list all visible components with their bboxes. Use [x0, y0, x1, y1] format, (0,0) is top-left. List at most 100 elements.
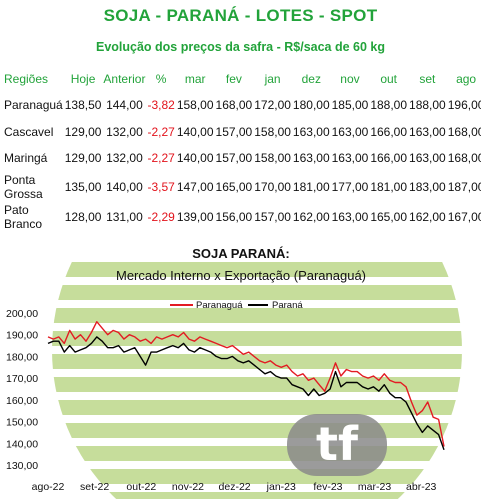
cell-mar: 140,00 [176, 124, 214, 139]
col-header-anterior: Anterior [103, 72, 146, 86]
y-tick-label: 160,00 [6, 395, 38, 407]
price-table: Regiões Hoje Anterior % mar fev jan dez … [0, 66, 481, 232]
cell-anterior: 140,00 [106, 179, 143, 194]
legend-label-parana: Paraná [272, 300, 303, 311]
watermark-stripe [52, 262, 462, 277]
logo-text: tf [316, 417, 359, 471]
col-header-regioes: Regiões [4, 72, 49, 86]
cell-jan: 158,00 [254, 124, 291, 139]
cell-nov: 163,00 [331, 209, 369, 224]
x-tick-label: mar-23 [358, 481, 391, 493]
col-header-hoje: Hoje [70, 72, 96, 86]
cell-dez: 180,00 [292, 98, 330, 113]
cell-fev: 157,00 [215, 124, 253, 139]
cell-percent: -2,27 [147, 124, 175, 139]
col-header-jan: jan [264, 72, 281, 86]
watermark-stripe [52, 308, 462, 323]
chart-legend: Paranaguá Paraná [170, 300, 303, 311]
cell-region: Paranaguá [4, 98, 63, 113]
watermark-stripe [52, 446, 462, 461]
cell-set: 163,00 [409, 151, 446, 166]
cell-out: 166,00 [370, 124, 408, 139]
watermark-stripe [52, 400, 462, 415]
cell-anterior: 144,00 [106, 98, 143, 113]
table-row: Cascavel 129,00 132,00 -2,27 140,00 157,… [0, 119, 481, 146]
cell-anterior: 132,00 [106, 124, 143, 139]
chart-title: SOJA PARANÁ: [192, 246, 290, 261]
cell-set: 183,00 [409, 179, 446, 194]
cell-jan: 158,00 [254, 151, 291, 166]
cell-mar: 158,00 [176, 98, 214, 113]
y-tick-label: 130,00 [6, 460, 38, 472]
col-header-mar: mar [184, 72, 206, 86]
cell-anterior: 131,00 [106, 209, 143, 224]
watermark-stripe [52, 377, 462, 392]
series-line-paranagua [47, 320, 445, 447]
y-tick-label: 140,00 [6, 438, 38, 450]
cell-hoje: 128,00 [64, 209, 102, 224]
x-tick-label: dez-22 [219, 481, 251, 493]
cell-hoje: 135,00 [64, 179, 102, 194]
watermark-stripe [52, 331, 462, 346]
x-tick-label: set-22 [80, 481, 109, 493]
cell-fev: 156,00 [215, 209, 253, 224]
cell-fev: 168,00 [215, 98, 253, 113]
watermark-stripe [52, 285, 462, 300]
cell-mar: 139,00 [176, 209, 214, 224]
cell-dez: 163,00 [292, 151, 330, 166]
table-row: Ponta Grossa 135,00 140,00 -3,57 147,00 … [0, 172, 481, 202]
x-tick-label: ago-22 [32, 481, 65, 493]
y-tick-label: 170,00 [6, 373, 38, 385]
cell-nov: 163,00 [331, 151, 369, 166]
y-tick-label: 200,00 [6, 308, 38, 320]
chart-series [47, 320, 445, 451]
cell-hoje: 129,00 [64, 124, 102, 139]
cell-ago: 187,00 [447, 179, 481, 194]
x-tick-label: out-22 [126, 481, 156, 493]
watermark-stripe [52, 354, 462, 369]
cell-region: Pato Branco [4, 202, 43, 231]
logo-watermark-stripes [52, 262, 462, 499]
series-line-parana [47, 336, 445, 451]
cell-jan: 157,00 [254, 209, 291, 224]
cell-percent: -3,82 [147, 98, 175, 113]
x-tick-label: nov-22 [172, 481, 204, 493]
cell-dez: 163,00 [292, 124, 330, 139]
cell-jan: 172,00 [254, 98, 291, 113]
table-row: Pato Branco 128,00 131,00 -2,29 139,00 1… [0, 202, 481, 232]
cell-jan: 170,00 [254, 179, 291, 194]
cell-ago: 168,00 [447, 124, 481, 139]
col-header-set: set [419, 72, 436, 86]
col-header-ago: ago [456, 72, 477, 86]
cell-dez: 181,00 [292, 179, 330, 194]
cell-mar: 147,00 [176, 179, 214, 194]
cell-nov: 163,00 [331, 124, 369, 139]
watermark-stripe [52, 423, 462, 438]
col-header-dez: dez [301, 72, 321, 86]
cell-hoje: 138,50 [64, 98, 102, 113]
watermark-stripe [52, 492, 462, 499]
cell-ago: 167,00 [447, 209, 481, 224]
cell-out: 188,00 [370, 98, 408, 113]
page-title: SOJA - PARANÁ - LOTES - SPOT [103, 6, 378, 25]
table-row: Paranaguá 138,50 144,00 -3,82 158,00 168… [0, 92, 481, 119]
x-tick-label: fev-23 [313, 481, 342, 493]
y-tick-label: 190,00 [6, 330, 38, 342]
cell-set: 188,00 [409, 98, 446, 113]
x-tick-label: jan-23 [266, 481, 296, 493]
cell-ago: 196,00 [447, 98, 481, 113]
cell-out: 181,00 [370, 179, 408, 194]
cell-anterior: 132,00 [106, 151, 143, 166]
cell-nov: 177,00 [331, 179, 369, 194]
cell-region: Maringá [4, 151, 48, 166]
cell-region: Ponta Grossa [4, 172, 43, 201]
price-line-chart: tf SOJA PARANÁ: Mercado Interno x Export… [6, 246, 462, 499]
chart-subtitle: Mercado Interno x Exportação (Paranaguá) [116, 268, 366, 283]
cell-hoje: 129,00 [64, 151, 102, 166]
cell-percent: -2,29 [147, 209, 175, 224]
legend-label-paranagua: Paranaguá [196, 300, 243, 311]
col-header-fev: fev [225, 72, 242, 86]
cell-dez: 162,00 [292, 209, 330, 224]
price-table-header: Regiões Hoje Anterior % mar fev jan dez … [0, 66, 481, 92]
page-subtitle: Evolução dos preços da safra - R$/saca d… [95, 40, 385, 54]
